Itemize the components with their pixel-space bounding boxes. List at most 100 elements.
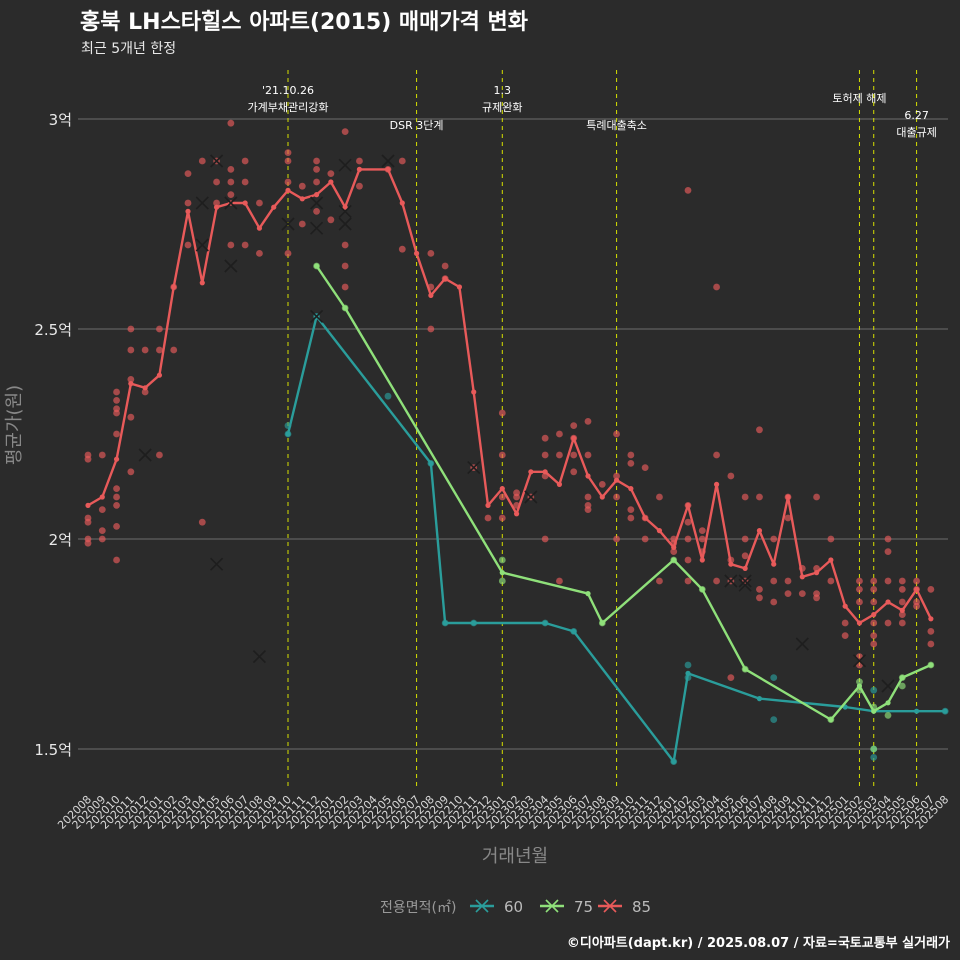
data-point-85 — [698, 535, 706, 543]
cross-marker-85 — [195, 238, 209, 252]
data-point-75 — [898, 682, 906, 690]
data-point-85 — [884, 619, 892, 627]
data-point-85 — [398, 157, 406, 165]
cross-marker-75 — [252, 650, 266, 664]
cross-marker-85 — [795, 637, 809, 651]
line-point-75 — [899, 675, 905, 681]
line-point-85 — [856, 620, 863, 626]
cross-marker-85 — [338, 204, 352, 218]
data-point-85 — [827, 577, 835, 585]
legend-marker-85 — [603, 899, 617, 913]
line-point-85 — [599, 494, 605, 500]
data-point-85 — [98, 451, 106, 459]
data-point-60 — [870, 754, 878, 761]
line-point-85 — [242, 200, 248, 206]
data-point-85 — [913, 602, 920, 610]
data-point-85 — [213, 178, 220, 186]
line-point-85 — [356, 166, 363, 172]
legend-label-60: 60 — [504, 898, 523, 916]
data-point-85 — [870, 632, 878, 639]
data-point-85 — [841, 632, 849, 639]
line-point-85 — [585, 473, 591, 479]
data-point-85 — [256, 250, 263, 257]
line-point-75 — [742, 666, 748, 672]
line-point-85 — [185, 208, 191, 214]
chart-caption: ©디아파트(dapt.kr) / 2025.08.07 / 자료=국토교통부 실… — [567, 935, 950, 951]
line-point-60 — [942, 708, 948, 714]
legend: 전용면적(㎡) 60 75 85 — [380, 898, 651, 916]
cross-marker-85 — [224, 259, 238, 273]
line-point-85 — [513, 511, 520, 517]
event-label: 가계부채관리강화 — [248, 101, 329, 114]
data-point-85 — [627, 451, 635, 459]
data-point-85 — [884, 535, 892, 543]
data-point-85 — [713, 283, 720, 291]
line-point-85 — [313, 192, 320, 198]
line-point-75 — [885, 700, 891, 706]
data-point-85 — [513, 493, 520, 501]
data-point-85 — [784, 590, 792, 597]
line-point-60 — [428, 460, 434, 466]
data-point-85 — [584, 451, 592, 459]
data-point-85 — [256, 199, 263, 207]
data-point-85 — [498, 409, 506, 417]
data-point-85 — [156, 346, 163, 354]
data-point-85 — [127, 346, 135, 354]
data-point-85 — [127, 325, 135, 333]
data-point-85 — [556, 451, 563, 459]
line-point-60 — [671, 759, 677, 765]
data-point-85 — [641, 464, 649, 471]
data-point-85 — [313, 166, 320, 173]
data-point-85 — [756, 493, 763, 501]
data-point-85 — [298, 220, 306, 228]
data-point-85 — [841, 619, 849, 627]
data-point-85 — [427, 250, 435, 257]
data-point-85 — [298, 182, 306, 190]
data-point-85 — [741, 493, 749, 501]
data-point-85 — [741, 535, 749, 543]
line-point-60 — [285, 431, 291, 437]
data-point-85 — [784, 577, 792, 585]
data-point-85 — [141, 346, 149, 354]
data-point-85 — [98, 506, 106, 513]
data-point-85 — [756, 426, 763, 434]
data-point-85 — [284, 250, 292, 257]
data-point-85 — [613, 493, 620, 501]
line-point-85 — [885, 599, 891, 605]
line-point-60 — [756, 696, 763, 702]
cross-marker-85 — [381, 154, 395, 168]
data-point-85 — [770, 535, 778, 543]
line-point-85 — [299, 196, 305, 202]
data-point-85 — [584, 506, 592, 513]
data-point-85 — [127, 413, 135, 421]
line-point-85 — [842, 603, 848, 609]
data-point-85 — [784, 514, 792, 522]
line-point-85 — [685, 502, 691, 508]
data-point-85 — [284, 149, 292, 157]
data-point-85 — [341, 262, 349, 270]
data-point-85 — [341, 241, 349, 249]
data-point-85 — [84, 518, 92, 526]
data-point-85 — [113, 485, 120, 492]
line-point-85 — [328, 179, 334, 185]
data-point-85 — [213, 199, 220, 207]
data-point-85 — [113, 409, 120, 417]
line-point-85 — [928, 616, 934, 622]
line-point-85 — [442, 276, 448, 282]
line-point-85 — [485, 502, 491, 508]
cross-marker-85 — [338, 217, 352, 231]
chart-title: 홍북 LH스타힐스 아파트(2015) 매매가격 변화 — [80, 10, 528, 35]
data-point-85 — [584, 493, 592, 501]
line-point-60 — [913, 708, 920, 714]
line-point-85 — [542, 469, 548, 475]
data-point-85 — [198, 157, 206, 165]
data-point-85 — [884, 548, 892, 555]
data-point-85 — [756, 594, 763, 602]
data-point-85 — [770, 598, 778, 606]
data-point-75 — [498, 556, 506, 564]
data-point-85 — [127, 376, 135, 383]
data-point-85 — [184, 241, 192, 249]
cross-marker-85 — [338, 158, 352, 172]
line-point-85 — [699, 557, 705, 563]
line-point-60 — [685, 670, 691, 677]
